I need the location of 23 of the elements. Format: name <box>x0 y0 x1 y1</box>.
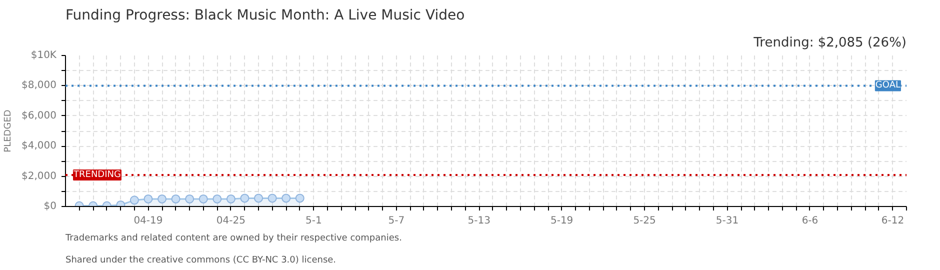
x-tick-label: 5-19 <box>550 216 574 226</box>
x-tick-label: 04-25 <box>216 216 246 226</box>
text: Shared under the creative commons (CC BY-NC 3.0) license. <box>66 256 336 266</box>
y-axis-title: PLEDGED <box>4 110 14 152</box>
y-tick-label: $0 <box>44 201 57 212</box>
x-tick-label: 5-13 <box>468 216 490 226</box>
y-tick-label: $8,000 <box>22 80 57 92</box>
chart-title: Funding Progress: Black Music Month: A Live Music Video <box>66 8 465 24</box>
x-tick-label: 04-19 <box>134 216 163 226</box>
ref-line-label: TRENDING <box>72 170 121 180</box>
x-tick-label: 5-31 <box>716 216 739 226</box>
y-tick-label: $10K <box>30 50 57 61</box>
chart-subtitle: Trending: $2,085 (26%) <box>752 36 907 50</box>
x-tick-label: 5-1 <box>305 216 322 226</box>
x-tick-label: 6-12 <box>881 216 904 226</box>
x-tick-label: 6-6 <box>802 216 818 226</box>
x-tick-label: 5-7 <box>388 216 405 226</box>
text: Trademarks and related content are owned by their respective companies. <box>64 234 402 244</box>
ref-line-label: GOAL <box>875 80 901 91</box>
y-tick-label: $6,000 <box>22 110 57 122</box>
x-tick-label: 5-25 <box>633 216 656 226</box>
y-tick-label: $2,000 <box>22 170 57 182</box>
y-tick-label: $4,000 <box>22 140 57 152</box>
